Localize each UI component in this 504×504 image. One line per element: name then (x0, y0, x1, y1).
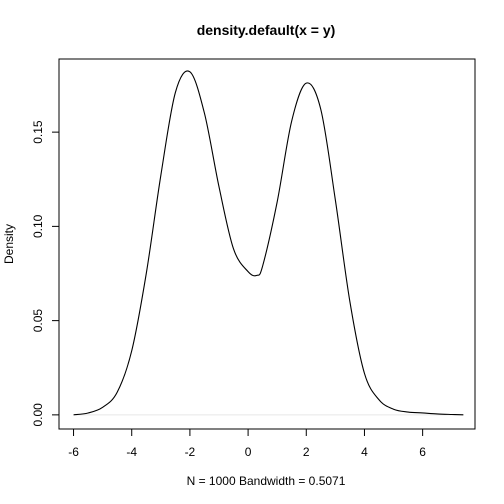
y-axis-label: Density (2, 224, 16, 264)
y-tick-label: 0.05 (31, 309, 45, 333)
x-axis: -6 -4 -2 0 2 4 6 (68, 428, 426, 459)
x-tick-label: -4 (126, 445, 137, 459)
x-tick-label: 4 (361, 445, 368, 459)
x-tick-label: -6 (68, 445, 79, 459)
x-axis-label: N = 1000 Bandwidth = 0.5071 (187, 474, 346, 488)
density-curve (73, 70, 464, 416)
y-tick-label: 0.00 (31, 403, 45, 427)
y-tick-label: 0.10 (31, 214, 45, 238)
x-tick-label: 2 (303, 445, 310, 459)
chart-title: density.default(x = y) (197, 22, 336, 38)
y-tick-label: 0.15 (31, 120, 45, 144)
x-tick-label: 0 (245, 445, 252, 459)
plot-box (58, 58, 476, 430)
x-tick-label: -2 (185, 445, 196, 459)
y-axis: 0.00 0.05 0.10 0.15 (31, 120, 60, 427)
x-tick-label: 6 (419, 445, 426, 459)
